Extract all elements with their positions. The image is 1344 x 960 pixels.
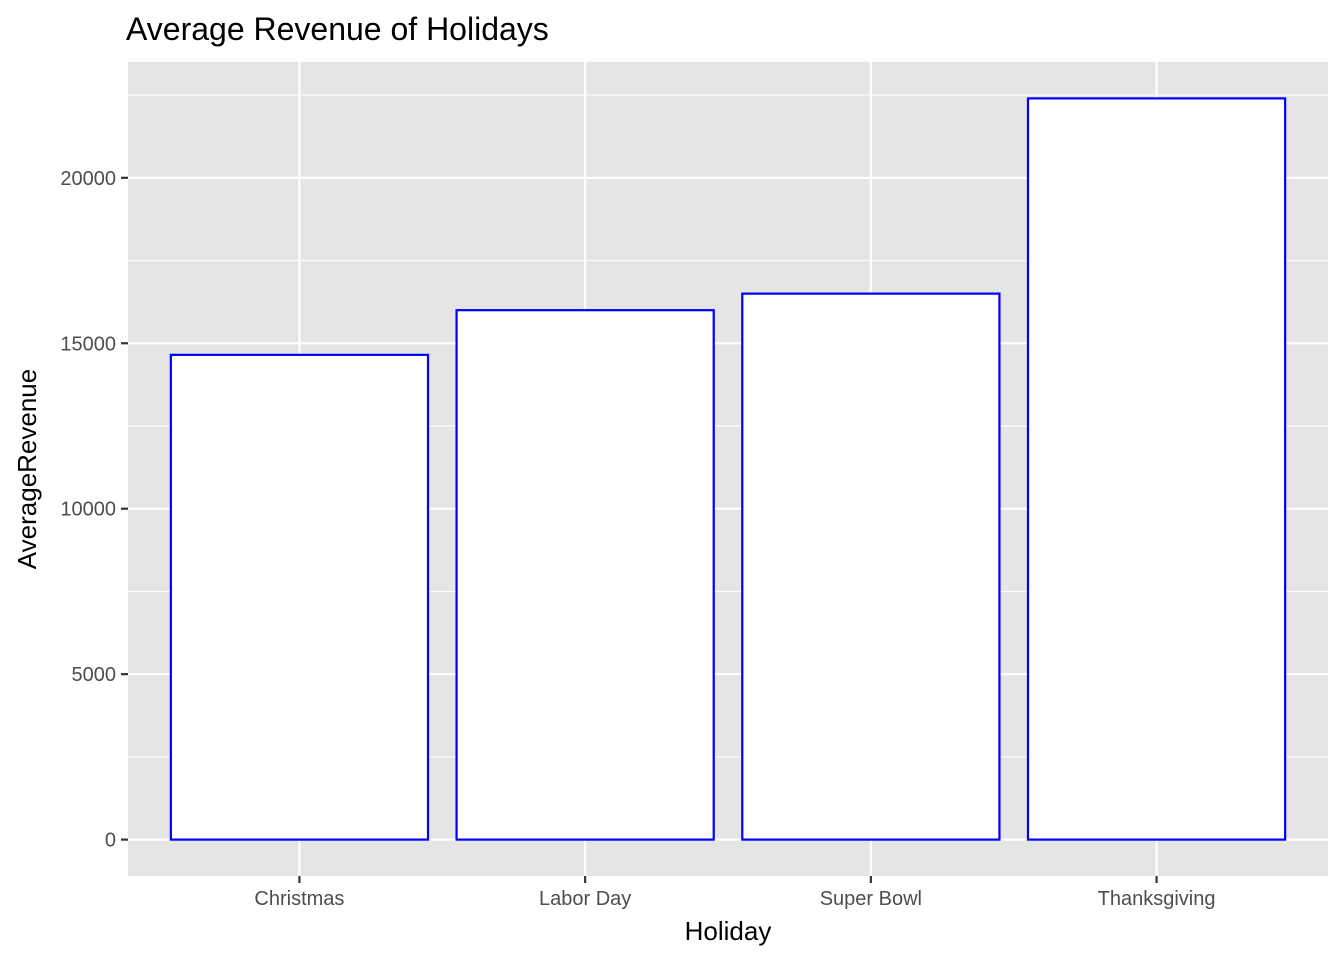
y-tick-label: 15000 — [60, 333, 116, 355]
bar-thanksgiving — [1026, 97, 1287, 841]
x-tick-label: Christmas — [254, 888, 344, 910]
y-tick-label: 5000 — [72, 664, 117, 686]
x-tick-label: Labor Day — [539, 888, 631, 910]
bar-labor-day — [455, 309, 715, 841]
bars — [169, 97, 1287, 841]
x-tick-label: Super Bowl — [820, 888, 922, 910]
y-tick-label: 20000 — [60, 168, 116, 190]
y-tick-label: 0 — [105, 830, 116, 852]
bar-super-bowl — [741, 292, 1001, 841]
bar-christmas — [169, 353, 430, 841]
y-axis-title: AverageRevenue — [12, 369, 42, 569]
y-axis: 0 5000 10000 15000 20000 — [60, 168, 128, 852]
chart-title: Average Revenue of Holidays — [126, 11, 549, 47]
x-tick-label: Thanksgiving — [1098, 888, 1216, 910]
y-tick-label: 10000 — [60, 499, 116, 521]
x-axis: Christmas Labor Day Super Bowl Thanksgiving — [254, 876, 1215, 910]
x-axis-title: Holiday — [685, 916, 772, 946]
